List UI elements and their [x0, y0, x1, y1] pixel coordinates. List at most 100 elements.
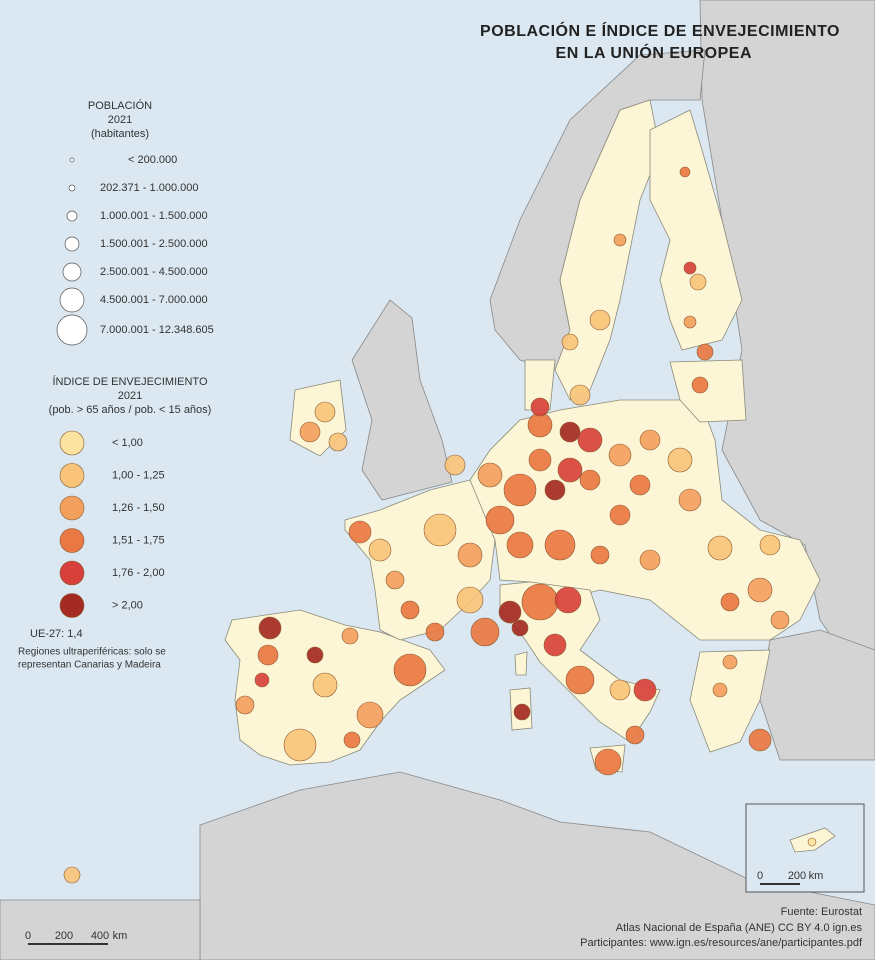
eu-country: [669, 359, 747, 423]
region-symbol: [306, 646, 324, 664]
region-symbol: [609, 679, 631, 701]
legend-title: POBLACIÓN: [88, 99, 152, 112]
source: Fuente: Eurostat: [781, 906, 862, 918]
region-symbol: [328, 432, 348, 452]
legend-title: (habitantes): [91, 128, 149, 140]
region-symbol: [554, 586, 582, 614]
region-symbol: [530, 397, 550, 417]
eu-country: [499, 581, 661, 743]
region-symbol: [625, 725, 645, 745]
legend-symbol: [66, 210, 78, 222]
title-line: EN LA UNIÓN EUROPEA: [556, 43, 752, 62]
region-symbol: [348, 520, 372, 544]
region-symbol: [613, 233, 627, 247]
region-symbol: [368, 538, 392, 562]
region-symbol: [577, 427, 603, 453]
region-symbol: [400, 600, 420, 620]
legend-label: < 1,00: [112, 437, 143, 449]
region-symbol: [720, 592, 740, 612]
region-symbol: [759, 534, 781, 556]
region-symbol: [633, 678, 657, 702]
region-symbol: [579, 469, 601, 491]
region-symbol: [543, 633, 567, 657]
scale-label: km: [809, 870, 824, 882]
region-symbol: [639, 549, 661, 571]
legend-symbol: [68, 184, 76, 192]
region-symbol: [485, 505, 515, 535]
note: representan Canarias y Madeira: [18, 660, 161, 671]
region-symbol: [629, 474, 651, 496]
region-symbol: [341, 627, 359, 645]
region-symbol: [544, 479, 566, 501]
region-symbol: [770, 610, 790, 630]
legend-symbol: [62, 262, 82, 282]
scale-label: km: [113, 930, 128, 942]
region-symbols: [63, 166, 790, 884]
region-symbol: [712, 682, 728, 698]
region-symbol: [565, 665, 595, 695]
region-symbol: [569, 384, 591, 406]
legend-label: 202.371 - 1.000.000: [100, 182, 198, 194]
legend: POBLACIÓN 2021 (habitantes) < 200.000 202.37…: [18, 99, 214, 671]
region-symbol: [609, 504, 631, 526]
legend-label: < 200.000: [128, 154, 177, 166]
region-symbol: [457, 542, 483, 568]
legend-symbol: [69, 157, 75, 163]
title-line: POBLACIÓN E ÍNDICE DE ENVEJECIMIENTO: [480, 21, 840, 40]
region-symbol: [425, 622, 445, 642]
region-symbol: [561, 333, 579, 351]
region-symbol: [312, 672, 338, 698]
legend-symbol: [64, 236, 80, 252]
legend-symbol: [59, 593, 85, 618]
region-symbol: [498, 600, 522, 624]
eu-country: [689, 649, 771, 753]
region-symbol: [314, 401, 336, 423]
eu-country: [524, 359, 556, 411]
legend-label: 1.500.001 - 2.500.000: [100, 238, 208, 250]
region-symbol: [608, 443, 632, 467]
legend-label: 4.500.001 - 7.000.000: [100, 294, 208, 306]
legend-title: ÍNDICE DE ENVEJECIMIENTO: [52, 375, 207, 388]
region-symbol: [679, 166, 691, 178]
source: Atlas Nacional de España (ANE) CC BY 4.0…: [616, 922, 863, 934]
region-symbol: [589, 309, 611, 331]
region-symbol: [470, 617, 500, 647]
legend-label: 7.000.001 - 12.348.605: [100, 324, 214, 336]
region-symbol: [506, 531, 534, 559]
legend-title: 2021: [118, 390, 142, 402]
region-symbol: [683, 315, 697, 329]
region-symbol: [423, 513, 457, 547]
region-symbol: [521, 583, 559, 621]
cyprus-symbol: [807, 837, 817, 847]
region-symbol: [513, 703, 531, 721]
scale-label: 0: [757, 870, 763, 882]
region-symbol: [594, 748, 622, 776]
region-symbol: [683, 261, 697, 275]
region-symbol: [385, 570, 405, 590]
region-symbol: [254, 672, 270, 688]
region-symbol: [235, 695, 255, 715]
region-symbol: [557, 457, 583, 483]
region-symbol: [707, 535, 733, 561]
legend-label: 2.500.001 - 4.500.000: [100, 266, 208, 278]
region-symbol: [503, 473, 537, 507]
legend-symbol: [59, 430, 85, 456]
note: Regiones ultraperiféricas: solo se: [18, 647, 166, 658]
scale-label: 200: [788, 870, 806, 882]
region-symbol: [444, 454, 466, 476]
region-symbol: [696, 343, 714, 361]
region-symbol: [667, 447, 693, 473]
legend-label: > 2,00: [112, 599, 143, 611]
region-symbol: [393, 653, 427, 687]
region-symbol: [528, 448, 552, 472]
legend-label: 1,51 - 1,75: [112, 534, 165, 546]
region-symbol: [544, 529, 576, 561]
region-symbol: [511, 619, 529, 637]
legend-label: 1.000.001 - 1.500.000: [100, 210, 208, 222]
legend-symbol: [59, 495, 85, 521]
legend-symbol: [59, 287, 85, 313]
legend-label: 1,00 - 1,25: [112, 469, 165, 481]
region-symbol: [477, 462, 503, 488]
region-symbol: [678, 488, 702, 512]
